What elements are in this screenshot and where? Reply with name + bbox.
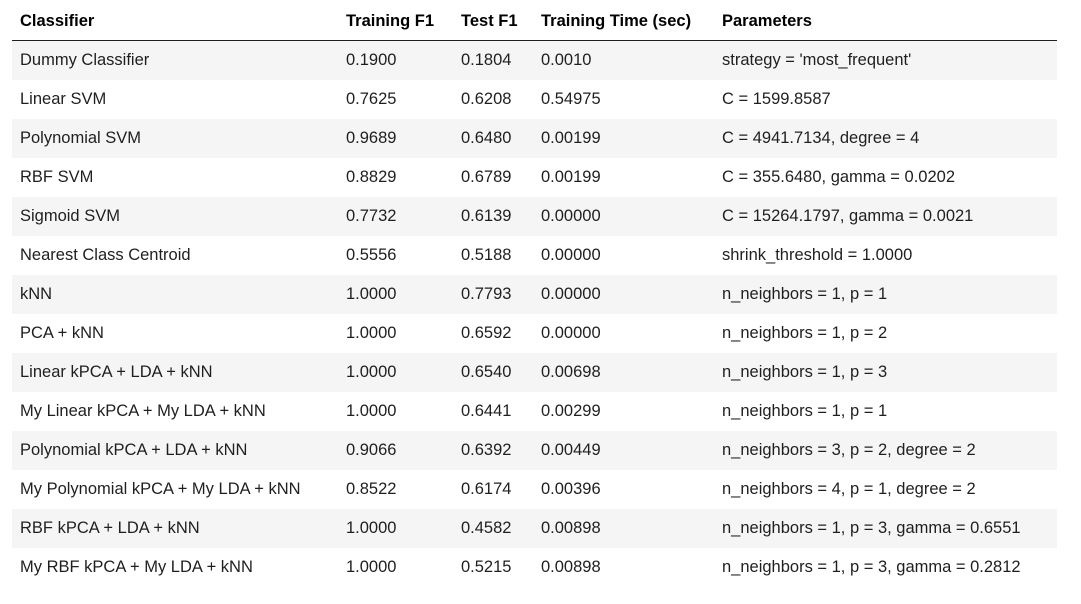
classifier-cell: Polynomial SVM (12, 119, 338, 158)
training-f1-cell: 0.7625 (338, 80, 453, 119)
header-parameters: Parameters (714, 2, 1057, 41)
test-f1-cell: 0.6480 (453, 119, 533, 158)
classifier-cell: My Linear kPCA + My LDA + kNN (12, 392, 338, 431)
test-f1-cell: 0.6208 (453, 80, 533, 119)
test-f1-cell: 0.7793 (453, 275, 533, 314)
parameters-cell: n_neighbors = 1, p = 1 (714, 392, 1057, 431)
test-f1-cell: 0.6789 (453, 158, 533, 197)
test-f1-cell: 0.6139 (453, 197, 533, 236)
training-f1-cell: 1.0000 (338, 275, 453, 314)
table-row: My RBF kPCA + My LDA + kNN 1.0000 0.5215 0.… (12, 548, 1057, 587)
training-f1-cell: 0.9066 (338, 431, 453, 470)
classifier-cell: Linear kPCA + LDA + kNN (12, 353, 338, 392)
training-time-cell: 0.00000 (533, 236, 714, 275)
parameters-cell: n_neighbors = 4, p = 1, degree = 2 (714, 470, 1057, 509)
parameters-cell: n_neighbors = 1, p = 3, gamma = 0.6551 (714, 509, 1057, 548)
table-header: Classifier Training F1 Test F1 Training … (12, 2, 1057, 41)
table-row: PCA + kNN 1.0000 0.6592 0.00000 n_neighbors … (12, 314, 1057, 353)
table-row: Dummy Classifier 0.1900 0.1804 0.0010 strate… (12, 40, 1057, 80)
training-f1-cell: 1.0000 (338, 314, 453, 353)
header-training-time: Training Time (sec) (533, 2, 714, 41)
training-time-cell: 0.54975 (533, 80, 714, 119)
training-f1-cell: 0.8829 (338, 158, 453, 197)
classifier-cell: kNN (12, 275, 338, 314)
table-row: My Linear kPCA + My LDA + kNN 1.0000 0.644… (12, 392, 1057, 431)
table-row: Nearest Class Centroid 0.5556 0.5188 0.0000… (12, 236, 1057, 275)
test-f1-cell: 0.6441 (453, 392, 533, 431)
test-f1-cell: 0.6540 (453, 353, 533, 392)
table-row: Linear SVM 0.7625 0.6208 0.54975 C = 1599.85… (12, 80, 1057, 119)
test-f1-cell: 0.4582 (453, 509, 533, 548)
classifier-cell: My Polynomial kPCA + My LDA + kNN (12, 470, 338, 509)
training-time-cell: 0.00000 (533, 197, 714, 236)
training-time-cell: 0.00199 (533, 119, 714, 158)
test-f1-cell: 0.6392 (453, 431, 533, 470)
training-time-cell: 0.00898 (533, 509, 714, 548)
training-f1-cell: 1.0000 (338, 353, 453, 392)
training-time-cell: 0.00199 (533, 158, 714, 197)
header-training-f1: Training F1 (338, 2, 453, 41)
parameters-cell: C = 4941.7134, degree = 4 (714, 119, 1057, 158)
test-f1-cell: 0.5188 (453, 236, 533, 275)
parameters-cell: n_neighbors = 3, p = 2, degree = 2 (714, 431, 1057, 470)
parameters-cell: C = 15264.1797, gamma = 0.0021 (714, 197, 1057, 236)
table-row: My Polynomial kPCA + My LDA + kNN 0.8522 0… (12, 470, 1057, 509)
parameters-cell: C = 355.6480, gamma = 0.0202 (714, 158, 1057, 197)
classifier-cell: Linear SVM (12, 80, 338, 119)
classifier-cell: Dummy Classifier (12, 40, 338, 80)
table-row: kNN 1.0000 0.7793 0.00000 n_neighbors = 1, p… (12, 275, 1057, 314)
parameters-cell: n_neighbors = 1, p = 3, gamma = 0.2812 (714, 548, 1057, 587)
training-time-cell: 0.00396 (533, 470, 714, 509)
training-f1-cell: 0.7732 (338, 197, 453, 236)
training-time-cell: 0.00449 (533, 431, 714, 470)
header-test-f1: Test F1 (453, 2, 533, 41)
training-f1-cell: 0.8522 (338, 470, 453, 509)
results-table-container: Classifier Training F1 Test F1 Training … (12, 2, 1057, 587)
parameters-cell: C = 1599.8587 (714, 80, 1057, 119)
classifier-cell: Nearest Class Centroid (12, 236, 338, 275)
table-body: Dummy Classifier 0.1900 0.1804 0.0010 strate… (12, 40, 1057, 587)
table-row: Polynomial kPCA + LDA + kNN 0.9066 0.6392 0… (12, 431, 1057, 470)
parameters-cell: shrink_threshold = 1.0000 (714, 236, 1057, 275)
test-f1-cell: 0.6174 (453, 470, 533, 509)
training-time-cell: 0.00000 (533, 275, 714, 314)
training-time-cell: 0.00000 (533, 314, 714, 353)
parameters-cell: strategy = 'most_frequent' (714, 40, 1057, 80)
header-classifier: Classifier (12, 2, 338, 41)
results-table: Classifier Training F1 Test F1 Training … (12, 2, 1057, 587)
header-row: Classifier Training F1 Test F1 Training … (12, 2, 1057, 41)
table-row: Sigmoid SVM 0.7732 0.6139 0.00000 C = 15264.… (12, 197, 1057, 236)
table-row: RBF SVM 0.8829 0.6789 0.00199 C = 355.6480, … (12, 158, 1057, 197)
table-row: RBF kPCA + LDA + kNN 1.0000 0.4582 0.00898 n… (12, 509, 1057, 548)
test-f1-cell: 0.1804 (453, 40, 533, 80)
classifier-cell: Sigmoid SVM (12, 197, 338, 236)
training-f1-cell: 0.5556 (338, 236, 453, 275)
training-f1-cell: 1.0000 (338, 392, 453, 431)
training-f1-cell: 1.0000 (338, 509, 453, 548)
classifier-cell: My RBF kPCA + My LDA + kNN (12, 548, 338, 587)
classifier-cell: RBF SVM (12, 158, 338, 197)
classifier-cell: Polynomial kPCA + LDA + kNN (12, 431, 338, 470)
classifier-cell: PCA + kNN (12, 314, 338, 353)
parameters-cell: n_neighbors = 1, p = 1 (714, 275, 1057, 314)
training-time-cell: 0.00299 (533, 392, 714, 431)
training-f1-cell: 1.0000 (338, 548, 453, 587)
parameters-cell: n_neighbors = 1, p = 2 (714, 314, 1057, 353)
training-time-cell: 0.00698 (533, 353, 714, 392)
training-f1-cell: 0.1900 (338, 40, 453, 80)
training-time-cell: 0.0010 (533, 40, 714, 80)
table-row: Polynomial SVM 0.9689 0.6480 0.00199 C = 494… (12, 119, 1057, 158)
training-time-cell: 0.00898 (533, 548, 714, 587)
classifier-cell: RBF kPCA + LDA + kNN (12, 509, 338, 548)
training-f1-cell: 0.9689 (338, 119, 453, 158)
test-f1-cell: 0.6592 (453, 314, 533, 353)
parameters-cell: n_neighbors = 1, p = 3 (714, 353, 1057, 392)
table-row: Linear kPCA + LDA + kNN 1.0000 0.6540 0.006… (12, 353, 1057, 392)
test-f1-cell: 0.5215 (453, 548, 533, 587)
